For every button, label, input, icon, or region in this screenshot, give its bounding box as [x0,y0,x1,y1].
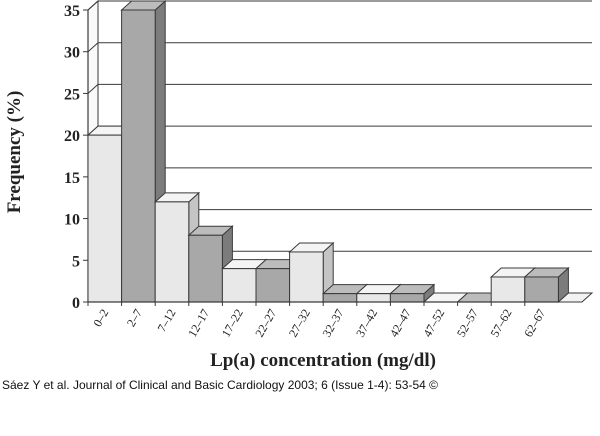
x-tick-label: 37–42 [353,307,380,340]
bar-27–32 [288,241,335,304]
bar-front [490,276,526,303]
bar-front [154,201,190,303]
bar-front [289,251,324,303]
x-tick-label: 62–67 [521,307,548,340]
y-tick-label: 5 [72,253,80,270]
bar-front [389,293,425,303]
x-tick-label: 22–27 [252,307,279,340]
y-axis-title: Frequency (%) [4,91,25,214]
y-tick-label: 10 [64,212,80,229]
y-tick-label: 30 [64,45,80,62]
y-tick-label: 35 [64,3,80,20]
y-tick-label: 0 [72,295,80,312]
histogram-chart: 0 5 10 15 20 25 30 35 0–2 2–7 7–12 12–17 17–22 22–27… [4,0,594,371]
x-tick-label: 27–32 [286,307,313,340]
x-tick-label: 2–7 [124,307,145,330]
bar-front [356,293,391,303]
x-tick-label: 7–12 [154,307,178,335]
bar-front [87,134,123,303]
x-tick-label: 47–52 [420,307,447,340]
x-tick-label: 32–37 [319,307,346,340]
y-tick-label: 20 [64,128,80,145]
bar-front [255,268,291,303]
x-tick-label: 12–17 [185,307,212,340]
x-tick-label: 17–22 [219,307,246,340]
bar-front [221,268,257,303]
gridline-side [87,42,99,53]
bar-front [121,9,156,303]
x-tick-label: 42–47 [387,307,414,340]
bar-front [188,234,223,303]
y-axis: 0 5 10 15 20 25 30 35 [64,3,89,312]
x-tick-label: 0–2 [90,307,111,330]
bar-62–67 [523,266,570,304]
y-tick-label: 25 [64,86,80,103]
x-axis-title: Lp(a) concentration (mg/dl) [210,350,436,371]
y-tick-label: 15 [64,170,80,187]
bars [86,0,570,304]
x-tick-labels: 0–2 2–7 7–12 12–17 17–22 22–27 27–32 32–37 37–42… [87,302,548,340]
x-tick-label: 57–62 [487,307,514,340]
gridline-side [87,84,99,94]
gridline-side [87,0,99,11]
x-tick-label: 52–57 [454,307,481,340]
bar-front [322,293,358,303]
figure-caption: Sáez Y et al. Journal of Clinical and Ba… [2,378,438,392]
bar-42–47 [389,283,436,304]
bar-front [524,276,559,303]
